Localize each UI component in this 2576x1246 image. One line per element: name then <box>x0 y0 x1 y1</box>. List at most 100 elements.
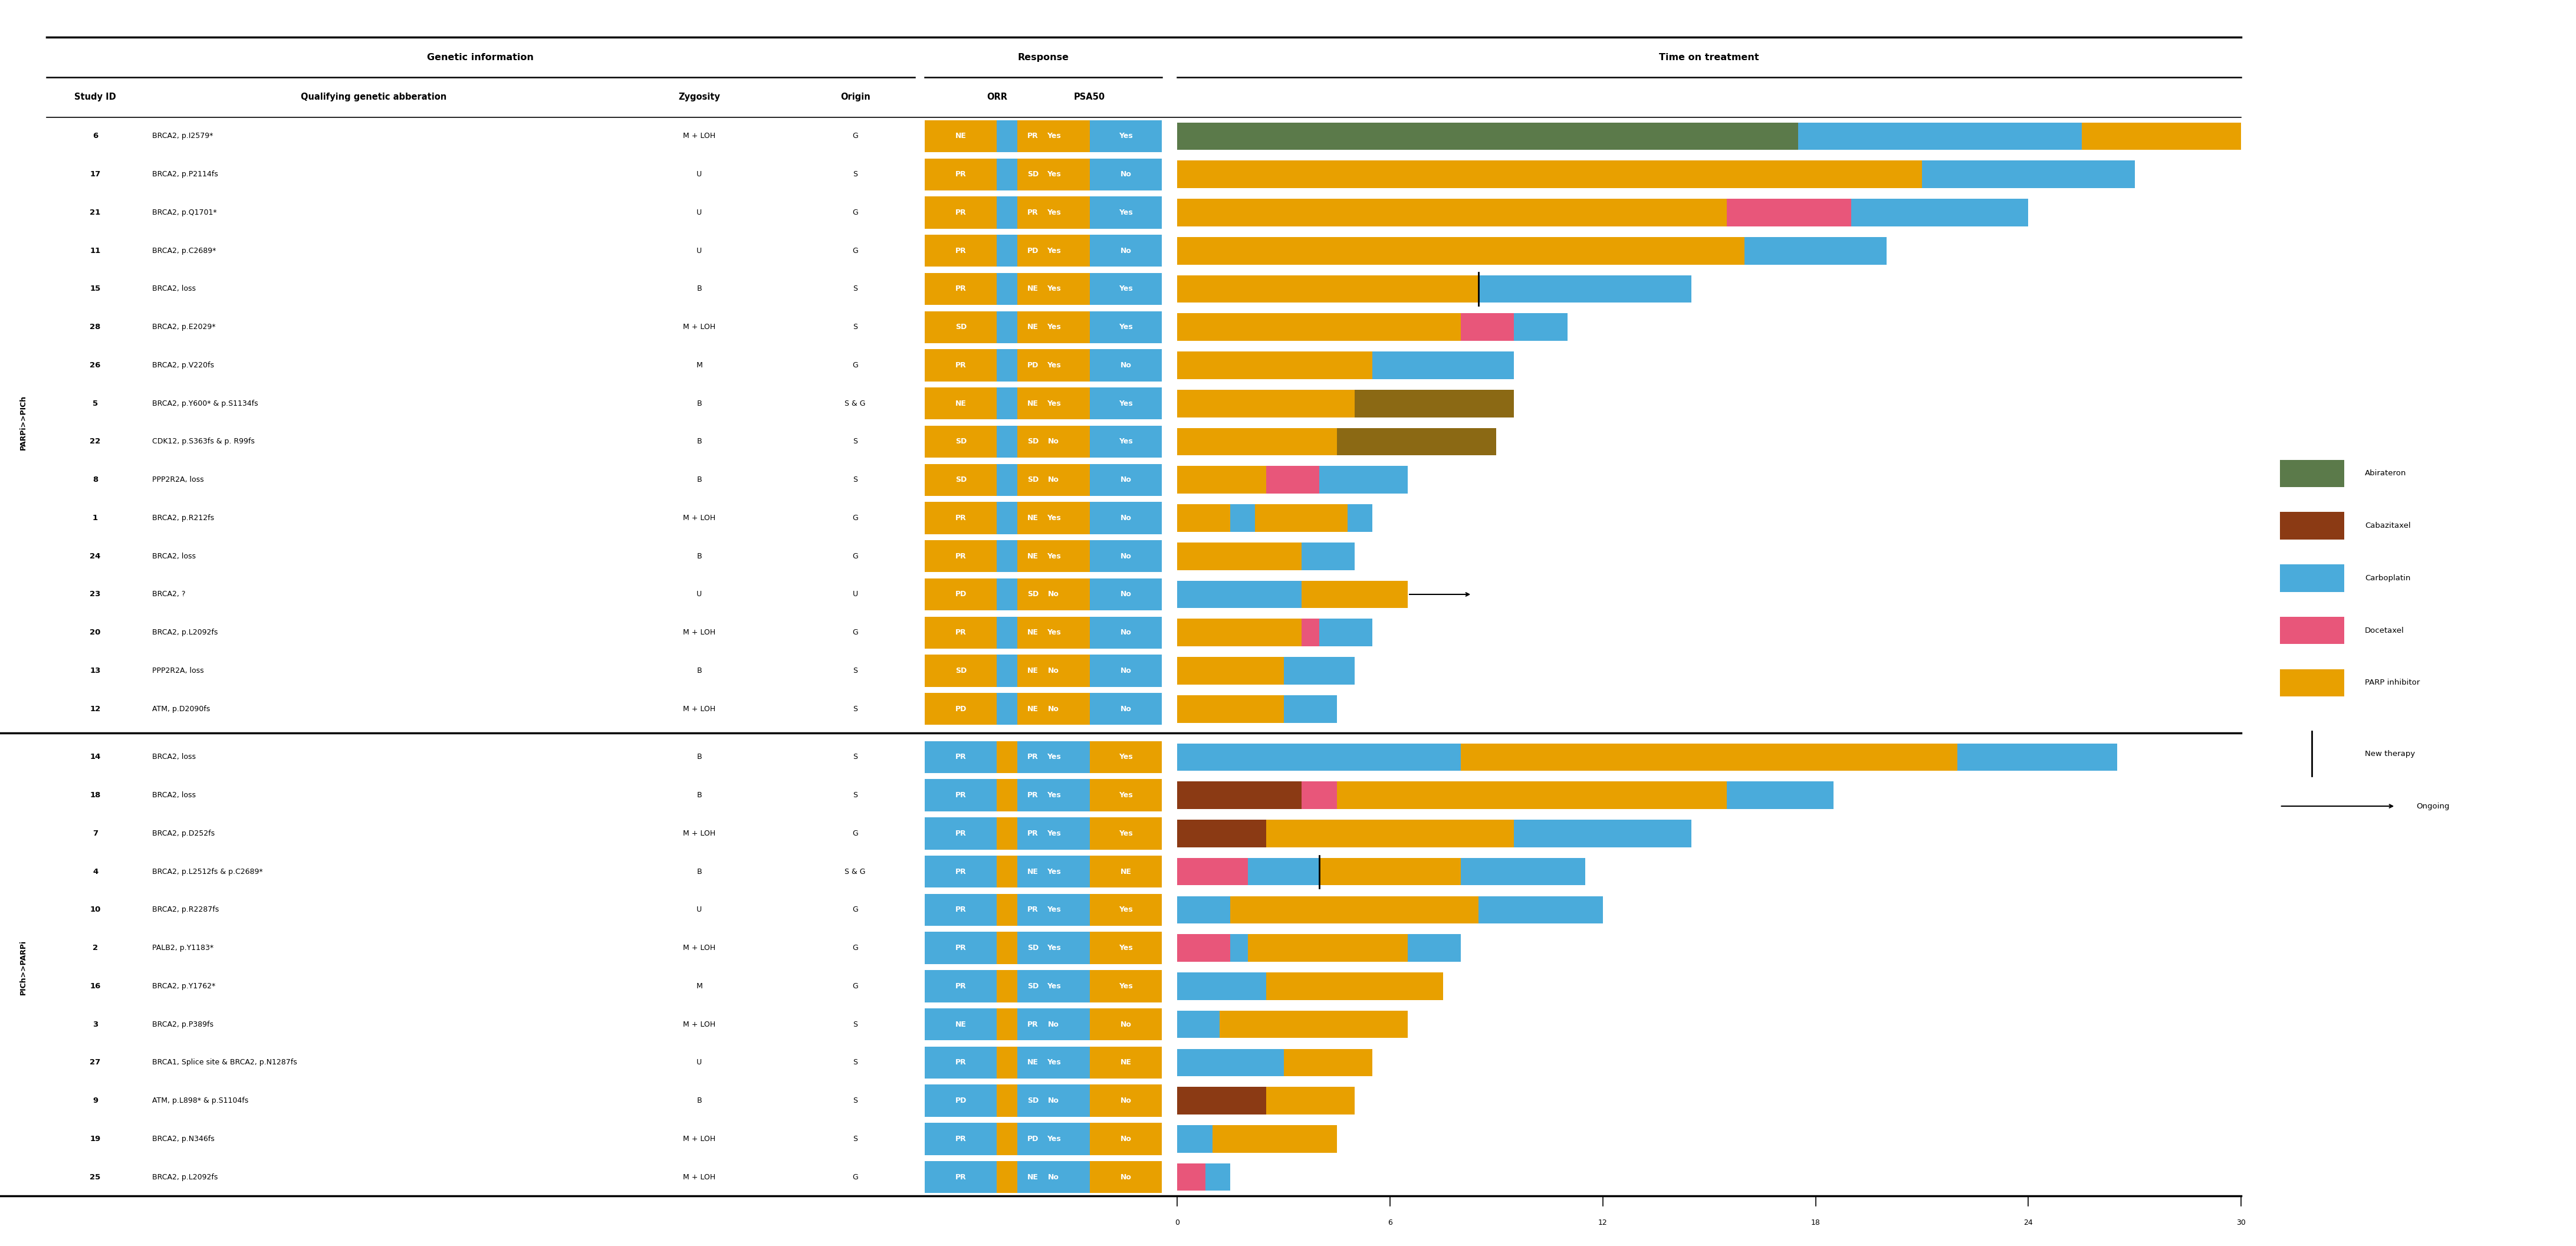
Text: B: B <box>698 285 701 293</box>
Text: 12: 12 <box>90 705 100 713</box>
Text: M + LOH: M + LOH <box>683 944 716 952</box>
Text: No: No <box>1121 1135 1131 1143</box>
Bar <box>997 654 1069 687</box>
Text: 18: 18 <box>90 791 100 799</box>
Text: NE: NE <box>1028 667 1038 674</box>
Bar <box>1090 856 1162 887</box>
Text: B: B <box>698 476 701 483</box>
Text: 4: 4 <box>93 867 98 876</box>
Text: Carboplatin: Carboplatin <box>2365 574 2411 582</box>
Text: Ongoing: Ongoing <box>2416 802 2450 810</box>
Bar <box>1018 541 1090 572</box>
Text: PD: PD <box>1028 361 1038 369</box>
Text: NE: NE <box>956 400 966 407</box>
Bar <box>1177 695 1283 723</box>
Text: 14: 14 <box>90 754 100 761</box>
Bar <box>1319 466 1406 493</box>
Bar <box>1090 120 1162 152</box>
Text: S: S <box>853 437 858 446</box>
Bar <box>1283 657 1355 684</box>
Bar <box>1018 1008 1090 1040</box>
Bar <box>1090 464 1162 496</box>
Bar <box>925 741 997 773</box>
Bar <box>1090 426 1162 457</box>
Text: PR: PR <box>956 361 966 369</box>
Bar <box>925 971 997 1002</box>
Text: Yes: Yes <box>1046 1135 1061 1143</box>
Text: BRCA2, p.Y600* & p.S1134fs: BRCA2, p.Y600* & p.S1134fs <box>152 400 258 407</box>
Text: S: S <box>853 1135 858 1143</box>
Bar <box>997 932 1069 964</box>
Bar <box>1461 314 1515 341</box>
Text: S: S <box>853 754 858 761</box>
Bar <box>925 617 997 649</box>
Text: S: S <box>853 791 858 799</box>
Text: M + LOH: M + LOH <box>683 1020 716 1028</box>
Text: S: S <box>853 1020 858 1028</box>
Text: Yes: Yes <box>1046 906 1061 913</box>
Bar <box>997 893 1069 926</box>
Text: S: S <box>853 1096 858 1104</box>
Bar <box>1301 581 1406 608</box>
Text: Abirateron: Abirateron <box>2365 470 2406 477</box>
Text: G: G <box>853 629 858 637</box>
Text: Yes: Yes <box>1118 437 1133 446</box>
Bar <box>1461 858 1584 886</box>
Text: BRCA2, p.D252fs: BRCA2, p.D252fs <box>152 830 214 837</box>
Bar <box>1090 234 1162 267</box>
Bar <box>1090 817 1162 850</box>
Text: S: S <box>853 285 858 293</box>
Text: Yes: Yes <box>1046 515 1061 522</box>
Text: Study ID: Study ID <box>75 92 116 102</box>
Text: PR: PR <box>956 982 966 991</box>
Text: Yes: Yes <box>1118 754 1133 761</box>
Bar <box>1018 693 1090 725</box>
Text: Cabazitaxel: Cabazitaxel <box>2365 522 2411 530</box>
Bar <box>1090 158 1162 191</box>
Text: SD: SD <box>1028 476 1038 483</box>
Text: BRCA2, p.Q1701*: BRCA2, p.Q1701* <box>152 209 216 217</box>
Bar <box>997 158 1069 191</box>
Bar <box>1319 858 1461 886</box>
Text: PR: PR <box>956 171 966 178</box>
Bar <box>1090 388 1162 420</box>
Bar <box>1018 578 1090 611</box>
Text: BRCA2, p.V220fs: BRCA2, p.V220fs <box>152 361 214 369</box>
Text: B: B <box>698 1096 701 1104</box>
Bar <box>1090 502 1162 535</box>
Bar <box>925 856 997 887</box>
Text: Response: Response <box>1018 52 1069 62</box>
Bar <box>997 693 1069 725</box>
Text: PALB2, p.Y1183*: PALB2, p.Y1183* <box>152 944 214 952</box>
Bar <box>1221 1011 1406 1038</box>
Text: Qualifying genetic abberation: Qualifying genetic abberation <box>301 92 446 102</box>
Bar <box>1090 1047 1162 1079</box>
Text: B: B <box>698 552 701 559</box>
Bar <box>1018 932 1090 964</box>
Bar <box>1090 1008 1162 1040</box>
Text: BRCA2, p.L2512fs & p.C2689*: BRCA2, p.L2512fs & p.C2689* <box>152 867 263 876</box>
Text: M + LOH: M + LOH <box>683 1135 716 1143</box>
Bar <box>1090 932 1162 964</box>
Bar <box>997 971 1069 1002</box>
Bar <box>997 741 1069 773</box>
Bar <box>1337 781 1726 809</box>
Text: BRCA2, p.R212fs: BRCA2, p.R212fs <box>152 515 214 522</box>
Text: NE: NE <box>1028 323 1038 331</box>
Text: U: U <box>696 1059 703 1067</box>
Text: 15: 15 <box>90 285 100 293</box>
Text: G: G <box>853 830 858 837</box>
Bar <box>997 1161 1069 1194</box>
Text: NE: NE <box>956 132 966 140</box>
Bar <box>1018 158 1090 191</box>
Bar <box>1177 161 1922 188</box>
Text: Yes: Yes <box>1118 209 1133 217</box>
Text: SD: SD <box>956 323 966 331</box>
Text: S & G: S & G <box>845 400 866 407</box>
Bar <box>1090 893 1162 926</box>
Text: No: No <box>1121 705 1131 713</box>
Text: 28: 28 <box>90 323 100 331</box>
Text: B: B <box>698 867 701 876</box>
Bar <box>1337 427 1497 455</box>
Text: S: S <box>853 323 858 331</box>
